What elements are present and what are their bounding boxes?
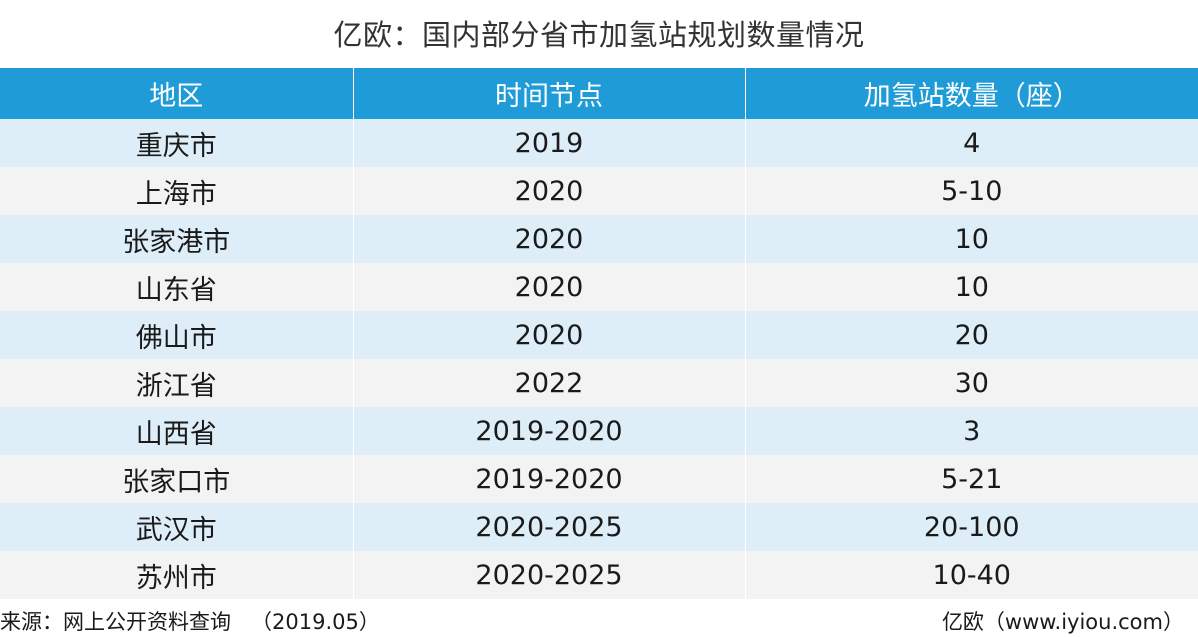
- cell-region: 上海市: [0, 167, 354, 215]
- page-title: 亿欧：国内部分省市加氢站规划数量情况: [333, 18, 865, 52]
- cell-count: 10: [745, 215, 1198, 263]
- column-header-region: 地区: [0, 68, 354, 119]
- hydrogen-station-table: 地区 时间节点 加氢站数量（座） 重庆市 2019 4 上海市 2020 5-1…: [0, 68, 1198, 599]
- footer: 来源：网上公开资料查询 （2019.05） 亿欧（www.iyiou.com）: [0, 600, 1198, 637]
- cell-time: 2020: [353, 215, 746, 263]
- cell-time: 2022: [353, 359, 746, 407]
- table-header-row: 地区 时间节点 加氢站数量（座）: [0, 68, 1198, 119]
- cell-region: 张家港市: [0, 215, 354, 263]
- column-header-time: 时间节点: [353, 68, 746, 119]
- cell-count: 30: [745, 359, 1198, 407]
- cell-time: 2020: [353, 311, 746, 359]
- cell-time: 2020: [353, 167, 746, 215]
- cell-count: 10: [745, 263, 1198, 311]
- cell-count: 10-40: [745, 551, 1198, 599]
- table-row: 山西省 2019-2020 3: [0, 407, 1198, 455]
- cell-region: 山东省: [0, 263, 354, 311]
- cell-time: 2019-2020: [353, 455, 746, 503]
- cell-count: 4: [745, 119, 1198, 167]
- table-row: 张家口市 2019-2020 5-21: [0, 455, 1198, 503]
- cell-region: 武汉市: [0, 503, 354, 551]
- cell-time: 2020-2025: [353, 551, 746, 599]
- cell-region: 苏州市: [0, 551, 354, 599]
- brand-credit: 亿欧（www.iyiou.com）: [941, 610, 1184, 634]
- table-row: 苏州市 2020-2025 10-40: [0, 551, 1198, 599]
- cell-count: 3: [745, 407, 1198, 455]
- cell-count: 5-10: [745, 167, 1198, 215]
- table-row: 上海市 2020 5-10: [0, 167, 1198, 215]
- cell-region: 佛山市: [0, 311, 354, 359]
- cell-count: 20: [745, 311, 1198, 359]
- cell-time: 2020: [353, 263, 746, 311]
- cell-count: 5-21: [745, 455, 1198, 503]
- table-row: 张家港市 2020 10: [0, 215, 1198, 263]
- source-note: 来源：网上公开资料查询 （2019.05）: [0, 610, 380, 634]
- cell-count: 20-100: [745, 503, 1198, 551]
- table-row: 山东省 2020 10: [0, 263, 1198, 311]
- cell-time: 2019: [353, 119, 746, 167]
- cell-region: 山西省: [0, 407, 354, 455]
- cell-time: 2020-2025: [353, 503, 746, 551]
- column-header-count: 加氢站数量（座）: [745, 68, 1198, 119]
- cell-region: 张家口市: [0, 455, 354, 503]
- table-row: 佛山市 2020 20: [0, 311, 1198, 359]
- cell-region: 浙江省: [0, 359, 354, 407]
- table-row: 重庆市 2019 4: [0, 119, 1198, 167]
- cell-time: 2019-2020: [353, 407, 746, 455]
- table-row: 武汉市 2020-2025 20-100: [0, 503, 1198, 551]
- table-row: 浙江省 2022 30: [0, 359, 1198, 407]
- cell-region: 重庆市: [0, 119, 354, 167]
